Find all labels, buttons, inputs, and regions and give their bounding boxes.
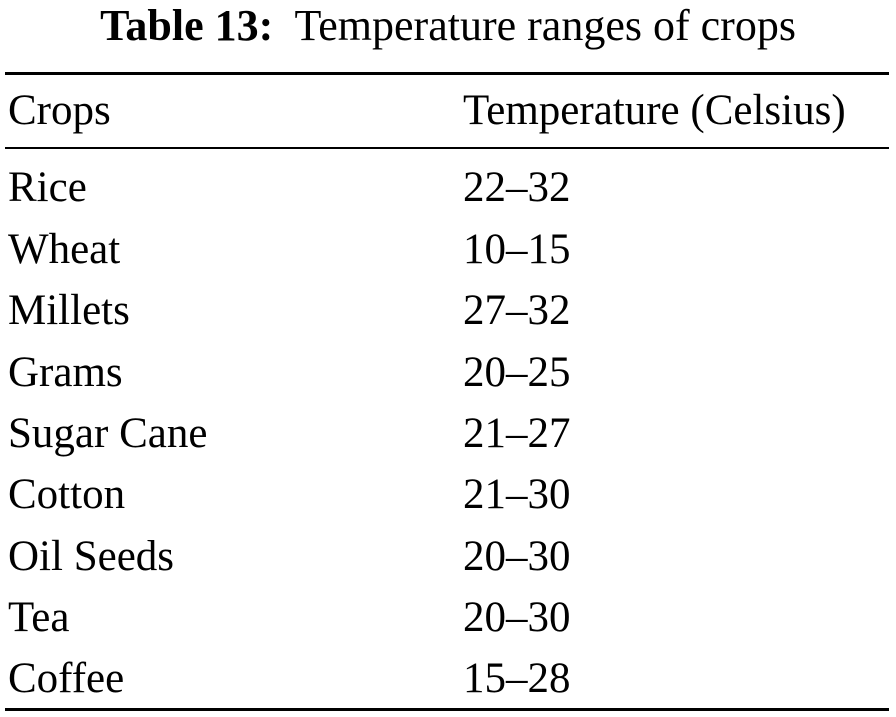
table-row: Sugar Cane 21–27 xyxy=(0,403,896,464)
temperature-cell: 22–32 xyxy=(463,164,571,211)
column-header-temperature: Temperature (Celsius) xyxy=(463,87,846,134)
crop-name-cell: Tea xyxy=(8,594,70,641)
table-caption-label: Table 13: xyxy=(100,1,274,50)
table-top-rule xyxy=(5,72,889,75)
crop-name-cell: Coffee xyxy=(8,655,125,702)
crop-name-cell: Rice xyxy=(8,164,87,211)
table-header-row: Crops Temperature (Celsius) xyxy=(0,80,896,142)
temperature-cell: 27–32 xyxy=(463,287,571,334)
temperature-cell: 20–30 xyxy=(463,594,571,641)
temperature-cell: 21–27 xyxy=(463,410,571,457)
table-caption-text: Temperature ranges of crops xyxy=(294,1,796,50)
table-row: Cotton 21–30 xyxy=(0,464,896,525)
temperature-cell: 21–30 xyxy=(463,471,571,518)
table-header-rule xyxy=(5,147,889,149)
table-row: Oil Seeds 20–30 xyxy=(0,526,896,587)
column-header-crops: Crops xyxy=(8,87,111,134)
table-caption: Table 13: Temperature ranges of crops xyxy=(0,0,896,60)
crop-name-cell: Wheat xyxy=(8,226,121,273)
table-row: Rice 22–32 xyxy=(0,157,896,218)
crop-name-cell: Cotton xyxy=(8,471,126,518)
temperature-cell: 15–28 xyxy=(463,655,571,702)
table-row: Millets 27–32 xyxy=(0,280,896,341)
table-row: Tea 20–30 xyxy=(0,587,896,648)
table-row: Grams 20–25 xyxy=(0,342,896,403)
temperature-cell: 10–15 xyxy=(463,226,571,273)
table-row: Wheat 10–15 xyxy=(0,219,896,280)
table-bottom-rule xyxy=(5,708,889,711)
temperature-cell: 20–25 xyxy=(463,349,571,396)
crop-name-cell: Sugar Cane xyxy=(8,410,208,457)
crop-name-cell: Oil Seeds xyxy=(8,533,175,580)
crop-name-cell: Millets xyxy=(8,287,130,334)
crop-name-cell: Grams xyxy=(8,349,123,396)
temperature-cell: 20–30 xyxy=(463,533,571,580)
table-row: Coffee 15–28 xyxy=(0,648,896,709)
